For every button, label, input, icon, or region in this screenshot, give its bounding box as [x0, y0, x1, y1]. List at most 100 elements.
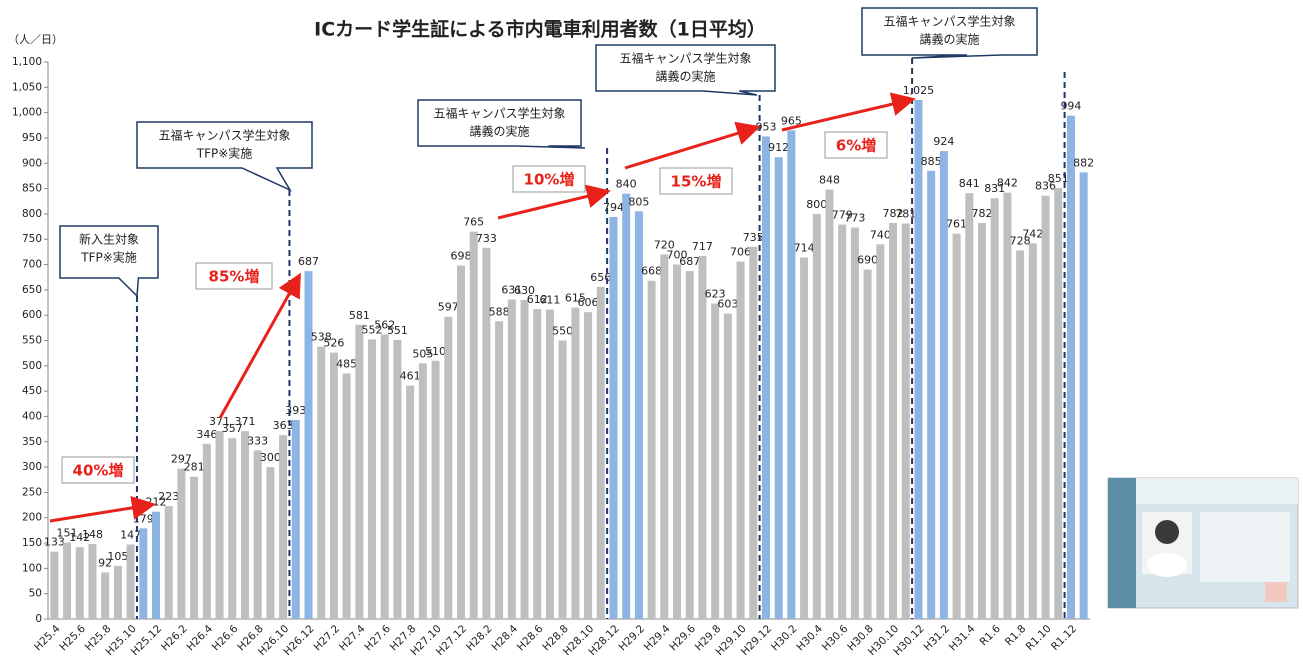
bar — [469, 231, 478, 619]
bar — [1003, 192, 1012, 619]
data-label: 357 — [222, 422, 243, 435]
bar — [711, 303, 720, 619]
y-tick-label: 750 — [22, 233, 42, 245]
bar — [139, 528, 148, 619]
x-tick-label: H30.6 — [820, 623, 851, 654]
data-label: 510 — [425, 345, 446, 358]
bar — [558, 340, 567, 619]
x-tick-label: R1.6 — [977, 623, 1003, 649]
bar — [342, 373, 351, 619]
data-label: 92 — [98, 556, 112, 569]
x-tick-label: H30.2 — [769, 623, 800, 654]
increase-box — [195, 262, 273, 290]
bar — [990, 198, 999, 619]
callout-text: 五福キャンパス学生対象 — [883, 14, 1015, 29]
callout: 新入生対象 TFP※実施 — [59, 225, 159, 298]
data-label: 761 — [946, 218, 967, 231]
bar — [393, 339, 402, 619]
bar — [152, 511, 161, 619]
x-tick-label: H26.4 — [184, 623, 215, 654]
callout-text: 五福キャンパス学生対象 — [433, 106, 565, 121]
increase-label: 40%増 — [73, 462, 124, 480]
callout-box — [59, 225, 159, 298]
data-label: 781 — [895, 208, 916, 221]
bar — [609, 216, 618, 619]
bar — [291, 419, 300, 619]
data-label: 765 — [463, 216, 484, 229]
chart-title: ICカード学生証による市内電車利用者数（1日平均） — [314, 18, 766, 41]
data-label: 714 — [794, 241, 815, 254]
callout-text: 講義の実施 — [655, 69, 715, 84]
data-label: 690 — [857, 254, 878, 267]
callout-text: TFP※実施 — [80, 250, 137, 265]
data-label: 603 — [717, 298, 738, 311]
bar — [202, 443, 211, 619]
x-tick-label: H27.2 — [312, 623, 343, 654]
increase-label: 15%増 — [671, 173, 722, 191]
data-label: 735 — [743, 231, 764, 244]
increase-box — [659, 167, 733, 195]
data-label: 779 — [832, 209, 853, 222]
data-label: 606 — [578, 296, 599, 309]
bar — [215, 431, 224, 619]
data-label: 562 — [374, 318, 395, 331]
bar — [863, 269, 872, 619]
data-label: 831 — [984, 182, 1005, 195]
bar — [914, 99, 923, 619]
data-label: 371 — [234, 415, 255, 428]
increase-box — [512, 165, 586, 193]
y-tick-label: 200 — [22, 512, 42, 524]
callout-text: 五福キャンパス学生対象 — [158, 128, 290, 143]
bar — [406, 385, 415, 619]
x-tick-label: H29.4 — [642, 623, 673, 654]
bar — [266, 467, 275, 619]
bar — [1028, 243, 1037, 619]
data-label: 706 — [730, 246, 751, 259]
bar — [456, 265, 465, 619]
x-tick-label: H30.4 — [794, 623, 825, 654]
x-tick-label: R1.12 — [1049, 623, 1079, 653]
data-label: 393 — [285, 404, 306, 417]
data-label: 842 — [997, 177, 1018, 190]
bar — [75, 547, 84, 619]
bar — [126, 544, 135, 619]
increase-arrow — [218, 272, 301, 419]
increase-label: 85%増 — [209, 268, 260, 286]
data-label: 687 — [679, 255, 700, 268]
y-tick-label: 850 — [22, 183, 42, 195]
data-label: 281 — [184, 461, 205, 474]
data-label: 773 — [844, 212, 865, 225]
bar — [228, 438, 237, 619]
data-label: 965 — [781, 114, 802, 127]
data-label: 698 — [450, 250, 471, 263]
bar — [1066, 115, 1075, 619]
callout-text: 講義の実施 — [469, 124, 529, 139]
y-tick-label: 650 — [22, 284, 42, 296]
bar — [787, 130, 796, 620]
bar — [838, 224, 847, 619]
data-label: 882 — [1073, 156, 1094, 169]
data-label: 588 — [489, 305, 510, 318]
bar — [876, 244, 885, 620]
bar — [736, 261, 745, 619]
data-label: 371 — [209, 415, 230, 428]
bar — [1079, 172, 1088, 619]
y-tick-label: 900 — [22, 157, 42, 169]
y-tick-label: 250 — [22, 486, 42, 498]
x-tick-label: H28.6 — [515, 623, 546, 654]
x-tick-label: H28.2 — [464, 623, 495, 654]
data-label: 151 — [57, 527, 78, 540]
callout-text: 新入生対象 — [79, 232, 139, 247]
callout-box — [861, 7, 1038, 59]
data-label: 461 — [400, 370, 421, 383]
bar — [901, 223, 910, 619]
data-label: 346 — [196, 428, 217, 441]
bar — [825, 189, 834, 619]
data-label: 912 — [768, 141, 789, 154]
bar — [482, 247, 491, 619]
bar — [800, 257, 809, 619]
bar — [520, 299, 529, 619]
bar — [939, 151, 948, 619]
